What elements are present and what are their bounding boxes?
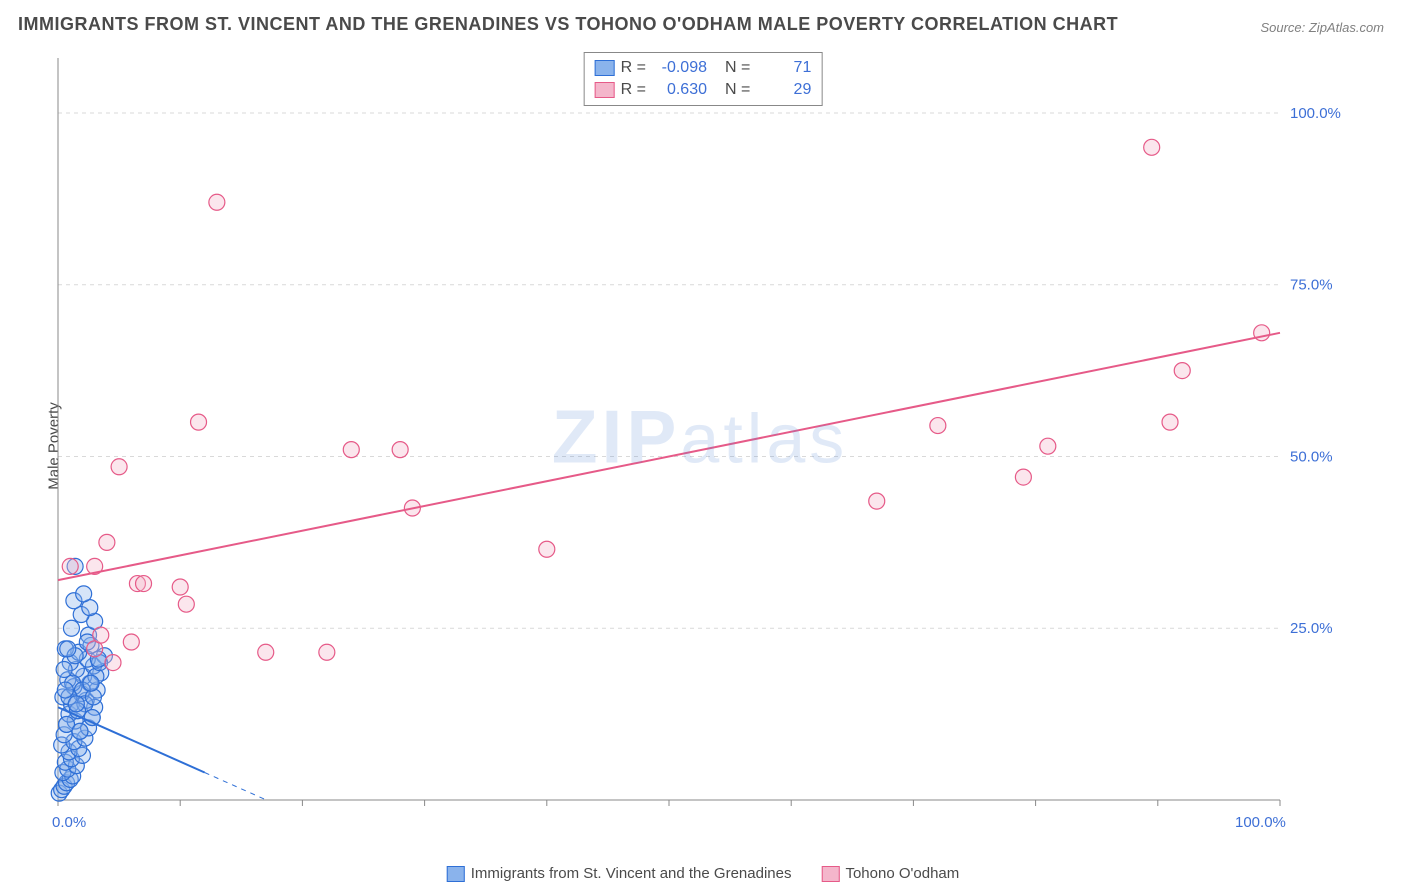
swatch-icon xyxy=(595,82,615,98)
swatch-icon xyxy=(447,866,465,882)
chart-container: ZIPatlas 25.0%50.0%75.0%100.0% xyxy=(50,50,1350,840)
series-legend: Immigrants from St. Vincent and the Gren… xyxy=(447,865,960,882)
swatch-icon xyxy=(821,866,839,882)
legend-row-series-0: R = -0.098 N = 71 xyxy=(595,57,812,79)
svg-text:100.0%: 100.0% xyxy=(1290,105,1341,122)
source-attribution: Source: ZipAtlas.com xyxy=(1260,20,1384,35)
chart-title: IMMIGRANTS FROM ST. VINCENT AND THE GREN… xyxy=(18,14,1118,35)
x-axis-tick-label: 100.0% xyxy=(1235,814,1286,831)
legend-row-series-1: R = 0.630 N = 29 xyxy=(595,79,812,101)
svg-text:75.0%: 75.0% xyxy=(1290,277,1333,294)
correlation-legend: R = -0.098 N = 71 R = 0.630 N = 29 xyxy=(584,52,823,106)
x-axis-tick-label: 0.0% xyxy=(52,814,86,831)
swatch-icon xyxy=(595,60,615,76)
legend-item-series-1: Tohono O'odham xyxy=(821,865,959,882)
scatter-plot: 25.0% 50.0% 75.0% 100.0% xyxy=(50,50,1350,840)
svg-text:50.0%: 50.0% xyxy=(1290,448,1333,465)
svg-text:25.0%: 25.0% xyxy=(1290,620,1333,637)
legend-item-series-0: Immigrants from St. Vincent and the Gren… xyxy=(447,865,792,882)
